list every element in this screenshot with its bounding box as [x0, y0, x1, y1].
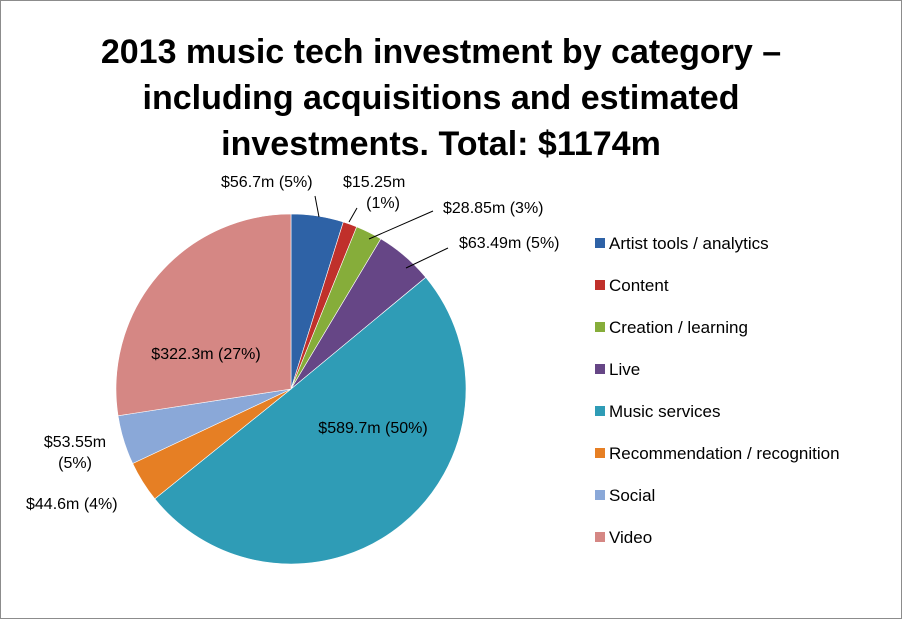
- data-label-music-services: $589.7m (50%): [318, 420, 427, 437]
- data-label-social: $53.55m (5%): [44, 434, 106, 472]
- pie-slice-video: [115, 213, 292, 417]
- legend-swatch-recommendation-recognition: [595, 448, 605, 458]
- data-label-content: $15.25m (1%): [343, 174, 405, 212]
- legend-swatch-creation-learning: [595, 322, 605, 332]
- legend-swatch-social: [595, 490, 605, 500]
- data-label-artist-tools-analytics: $56.7m (5%): [221, 174, 313, 191]
- legend-label-music-services: Music services: [609, 402, 720, 421]
- legend-label-recommendation-recognition: Recommendation / recognition: [609, 444, 840, 463]
- legend-label-live: Live: [609, 360, 640, 379]
- data-label-creation-learning: $28.85m (3%): [443, 200, 544, 217]
- data-label-recommendation-recognition: $44.6m (4%): [26, 496, 118, 513]
- legend-swatch-live: [595, 364, 605, 374]
- legend-label-creation-learning: Creation / learning: [609, 318, 748, 337]
- leader-line-artist-tools-analytics: [314, 195, 320, 218]
- legend-swatch-music-services: [595, 406, 605, 416]
- data-label-live: $63.49m (5%): [459, 235, 560, 252]
- legend-label-artist-tools-analytics: Artist tools / analytics: [609, 234, 769, 253]
- leader-line-content: [348, 207, 358, 223]
- pie-slice-music-services: [154, 276, 467, 565]
- chart-title: 2013 music tech investment by category –…: [100, 33, 782, 163]
- leader-line-live: [405, 247, 449, 269]
- legend-label-social: Social: [609, 486, 655, 505]
- leader-line-creation-learning: [368, 210, 434, 240]
- legend-label-video: Video: [609, 528, 652, 547]
- legend-swatch-video: [595, 532, 605, 542]
- legend-swatch-content: [595, 280, 605, 290]
- legend-swatch-artist-tools-analytics: [595, 238, 605, 248]
- legend-label-content: Content: [609, 276, 669, 295]
- data-label-video: $322.3m (27%): [151, 346, 260, 363]
